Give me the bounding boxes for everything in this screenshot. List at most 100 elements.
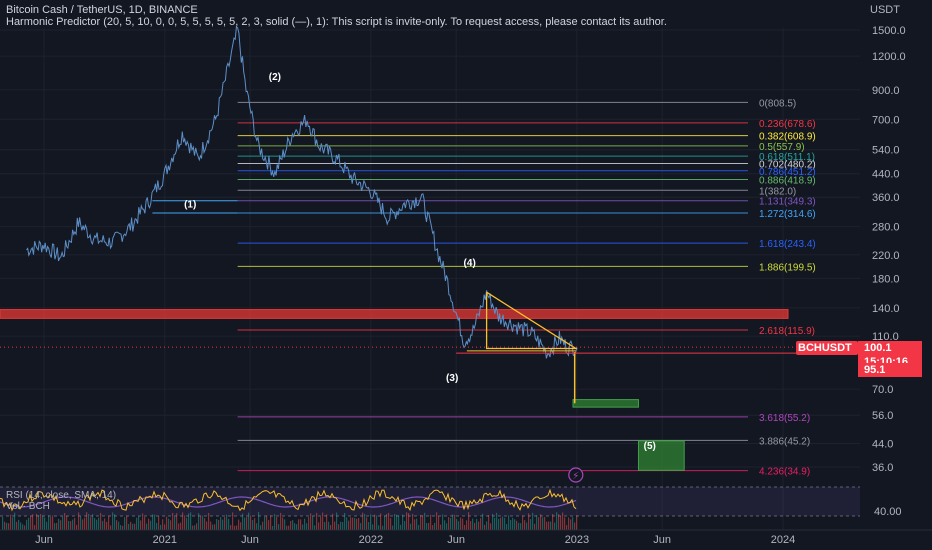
volume-bar <box>364 513 366 530</box>
volume-bar <box>268 520 270 530</box>
volume-bar <box>16 521 18 530</box>
volume-bar <box>302 524 304 530</box>
volume-bar <box>422 515 424 530</box>
volume-bar <box>24 525 26 530</box>
fib-level-label: 0.382(608.9) <box>759 132 816 143</box>
volume-bar <box>402 514 404 530</box>
y-tick-label: 360.0 <box>872 192 900 204</box>
volume-bar <box>40 514 42 530</box>
price-series-line <box>26 25 578 359</box>
volume-bar <box>180 522 182 530</box>
volume-bar <box>322 512 324 530</box>
volume-bar <box>60 520 62 530</box>
volume-bar <box>370 514 372 530</box>
volume-bar <box>430 514 432 530</box>
volume-bar <box>390 518 392 530</box>
volume-bar <box>160 524 162 530</box>
volume-bar <box>506 523 508 530</box>
volume-bar <box>150 520 152 530</box>
volume-bar <box>262 521 264 530</box>
volume-bar <box>522 515 524 530</box>
volume-bar <box>300 519 302 530</box>
volume-bar <box>418 524 420 530</box>
fib-level-label: 1(382.0) <box>759 186 796 197</box>
y-tick-label: 36.0 <box>872 462 893 474</box>
volume-bar <box>346 517 348 530</box>
volume-bar <box>538 517 540 530</box>
volume-bar <box>100 512 102 530</box>
wave-label: (2) <box>269 72 281 83</box>
volume-bar <box>348 520 350 530</box>
volume-bar <box>148 518 150 530</box>
volume-bar <box>112 512 114 530</box>
volume-bar <box>352 517 354 530</box>
volume-bar <box>306 523 308 530</box>
volume-bar <box>22 524 24 530</box>
volume-bar <box>502 516 504 530</box>
fib-level-label: 3.618(55.2) <box>759 413 810 424</box>
volume-bar <box>118 521 120 530</box>
volume-bar <box>288 525 290 530</box>
volume-bar <box>8 523 10 530</box>
volume-bar <box>412 513 414 530</box>
volume-bar <box>236 525 238 530</box>
volume-bar <box>128 523 130 530</box>
fib-level-label: 0.236(678.6) <box>759 119 816 130</box>
volume-bar <box>456 519 458 530</box>
volume-bar <box>202 515 204 530</box>
x-tick-label: 2021 <box>153 534 177 546</box>
wave-label: (1) <box>184 199 196 210</box>
volume-bar <box>342 521 344 530</box>
volume-indicator-label[interactable]: Vol · BCH <box>6 501 50 512</box>
volume-bar <box>540 514 542 530</box>
volume-bar <box>490 523 492 530</box>
volume-bar <box>356 518 358 530</box>
volume-bar <box>84 517 86 530</box>
volume-bar <box>524 520 526 530</box>
volume-bar <box>92 514 94 530</box>
volume-bar <box>334 521 336 530</box>
volume-bar <box>350 517 352 530</box>
volume-bar <box>562 512 564 530</box>
volume-bar <box>78 512 80 530</box>
volume-bar <box>360 523 362 530</box>
volume-bar <box>386 513 388 530</box>
volume-bar <box>144 516 146 530</box>
volume-bar <box>440 524 442 530</box>
volume-bar <box>500 517 502 530</box>
volume-bar <box>230 525 232 530</box>
volume-bar <box>400 524 402 530</box>
fib-level-label: 0.618(511.1) <box>759 152 815 163</box>
volume-bar <box>446 523 448 530</box>
volume-bar <box>66 515 68 530</box>
volume-bar <box>116 520 118 530</box>
volume-bar <box>496 512 498 530</box>
volume-bar <box>408 513 410 530</box>
volume-bar <box>542 517 544 530</box>
volume-bar <box>398 515 400 530</box>
volume-bar <box>312 516 314 530</box>
volume-bar <box>218 519 220 530</box>
volume-bar <box>274 514 276 530</box>
volume-bar <box>444 520 446 530</box>
volume-bar <box>548 521 550 530</box>
volume-bar <box>108 515 110 530</box>
volume-bar <box>244 517 246 530</box>
volume-bar <box>464 524 466 530</box>
volume-bar <box>142 513 144 530</box>
rsi-indicator-label[interactable]: RSI (14, close, SMA, 14) <box>6 490 117 501</box>
volume-bar <box>290 520 292 530</box>
volume-bar <box>182 512 184 530</box>
volume-bar <box>74 517 76 530</box>
volume-bar <box>424 512 426 530</box>
lightning-event-icon <box>568 467 584 483</box>
volume-bar <box>438 516 440 530</box>
fib-level-label: 0.886(418.9) <box>759 175 816 186</box>
volume-bar <box>4 521 6 530</box>
volume-bar <box>362 512 364 530</box>
volume-bar <box>136 517 138 530</box>
rsi-ma-line <box>0 488 577 512</box>
x-tick-label: Jun <box>447 534 465 546</box>
volume-bar <box>12 517 14 530</box>
